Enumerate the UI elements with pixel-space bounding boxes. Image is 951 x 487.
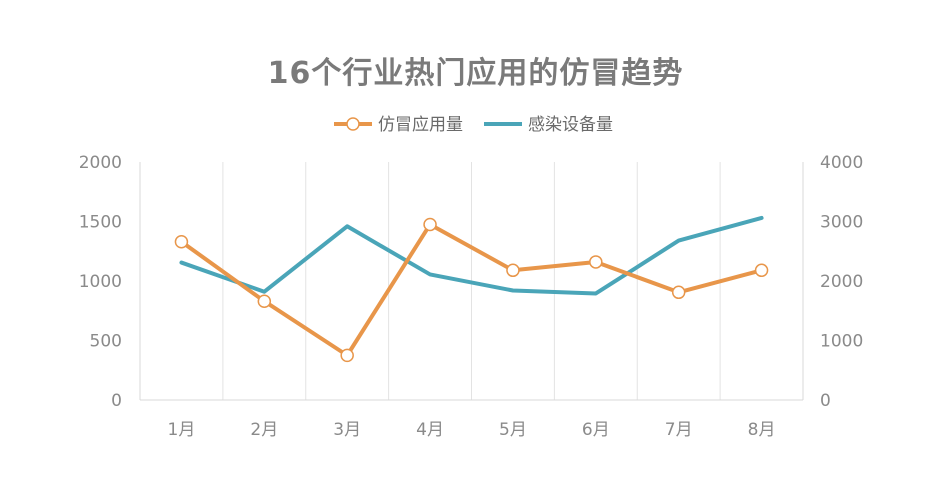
y-left-tick-label: 0: [111, 391, 122, 411]
data-point-series-0: [671, 285, 686, 300]
x-tick-label: 1月: [168, 420, 196, 440]
chart-title: 16个行业热门应用的仿冒趋势: [267, 56, 684, 91]
x-tick-label: 3月: [333, 420, 361, 440]
data-point-series-0: [340, 348, 354, 363]
data-point-series-0: [506, 263, 520, 278]
y-right-tick-label: 4000: [820, 153, 863, 173]
axes: 0 500 1000 1500 2000 0 1000 2000 3000 4000 1月 2月 3月 4…: [79, 153, 864, 440]
legend-item-series-0: 仿冒应用量: [334, 115, 463, 135]
y-left-tick-label: 2000: [79, 153, 122, 173]
series-markers: [174, 217, 769, 363]
y-right-tick-label: 3000: [820, 213, 863, 233]
y-right-tick-label: 0: [820, 391, 831, 411]
data-point-series-0: [174, 234, 189, 249]
y-right-tick-label: 2000: [820, 272, 863, 292]
x-tick-label: 6月: [582, 420, 610, 440]
series-line-1: [179, 215, 764, 296]
series-line-0: [179, 222, 764, 358]
x-tick-label: 7月: [665, 420, 693, 440]
y-right-tick-label: 1000: [820, 332, 863, 352]
legend: 仿冒应用量 感染设备量: [334, 115, 613, 135]
legend-label-series-0: 仿冒应用量: [378, 115, 463, 135]
legend-label-series-1: 感染设备量: [528, 115, 613, 135]
legend-marker-series-0: [346, 117, 360, 131]
data-point-series-0: [589, 255, 603, 269]
series-lines: [179, 215, 764, 358]
x-tick-label: 8月: [748, 420, 776, 440]
y-left-tick-label: 1500: [79, 213, 122, 233]
y-left-tick-label: 1000: [79, 272, 122, 292]
data-point-series-0: [754, 263, 769, 278]
data-point-series-0: [423, 217, 437, 232]
y-left-tick-label: 500: [90, 332, 122, 352]
data-point-series-0: [257, 294, 272, 308]
x-tick-label: 4月: [416, 420, 444, 440]
x-tick-label: 5月: [499, 420, 527, 440]
legend-item-series-1: 感染设备量: [484, 115, 613, 135]
x-tick-label: 2月: [250, 420, 278, 440]
